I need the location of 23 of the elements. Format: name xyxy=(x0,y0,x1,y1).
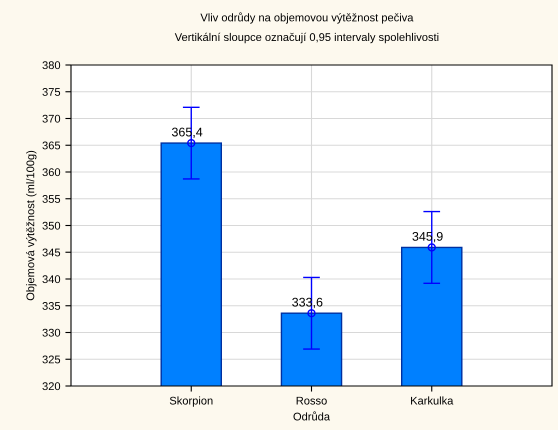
y-tick-label: 355 xyxy=(42,195,60,203)
y-tick-label: 335 xyxy=(42,302,60,310)
y-tick-label: 325 xyxy=(42,356,60,364)
point xyxy=(428,243,436,252)
x-tick-label: Rosso xyxy=(296,396,327,405)
point xyxy=(187,138,196,148)
x-axis-title: Odrůda xyxy=(293,411,330,420)
y-tick-label: 375 xyxy=(42,88,60,96)
x-tick-label: Karkulka xyxy=(411,396,454,405)
y-tick-label: 380 xyxy=(42,61,60,70)
y-tick-label: 360 xyxy=(42,168,60,176)
chart-subtitle: Vertikální sloupce označují 0,95 intervaly spolehlivosti xyxy=(174,32,438,44)
y-tick-label: 365 xyxy=(42,142,60,150)
y-tick-label: 370 xyxy=(42,114,60,123)
chart-title: Vliv odrůdy na objemovou výtěžnost pečiva xyxy=(200,12,414,24)
x-tick-label: Skorpion xyxy=(170,396,212,407)
y-tick-label: 350 xyxy=(42,222,60,230)
point xyxy=(307,309,316,318)
y-axis-title: Objemová výtěžnost (ml/100g) xyxy=(26,150,36,300)
y-tick-label: 330 xyxy=(42,328,60,337)
y-tick-label: 340 xyxy=(42,275,60,284)
y-tick-label: 345 xyxy=(42,248,60,256)
y-tick-label: 320 xyxy=(42,382,60,390)
